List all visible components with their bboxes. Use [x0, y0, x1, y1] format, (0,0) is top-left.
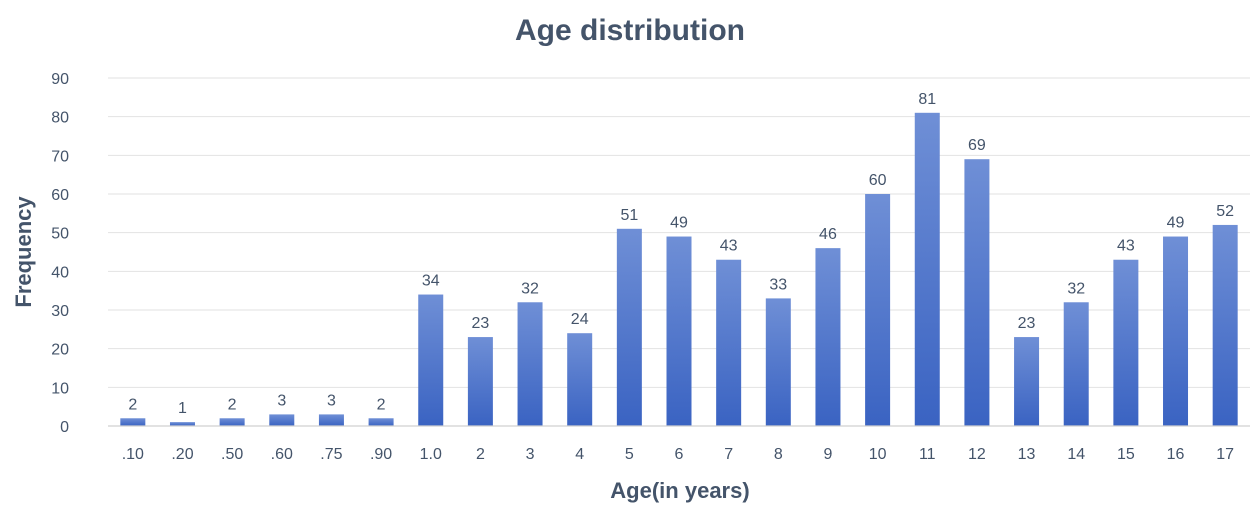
y-tick-label: 0	[60, 419, 69, 436]
bar	[815, 248, 841, 426]
bar	[219, 418, 245, 426]
bar	[318, 414, 344, 426]
y-tick-label: 90	[51, 71, 69, 88]
bar	[865, 194, 891, 426]
data-label: 43	[1117, 238, 1135, 255]
data-label: 34	[422, 273, 440, 290]
data-label: 51	[620, 207, 638, 224]
y-tick-label: 60	[51, 187, 69, 204]
y-axis-ticks: 0 10 20 30 40 50 60 70 80 90	[51, 71, 69, 436]
bar	[467, 337, 493, 426]
data-label: 32	[1067, 280, 1085, 297]
y-tick-label: 80	[51, 110, 69, 127]
bar	[616, 228, 642, 426]
bar	[914, 112, 940, 427]
bar	[765, 298, 791, 426]
chart-title: Age distribution	[515, 14, 745, 47]
bar	[964, 159, 990, 426]
data-label: 52	[1216, 203, 1234, 220]
x-tick-label: .20	[171, 446, 193, 463]
x-tick-label: 10	[869, 446, 887, 463]
x-tick-label: 5	[625, 446, 634, 463]
bar	[517, 302, 543, 426]
bar	[169, 422, 195, 426]
x-tick-label: 7	[724, 446, 733, 463]
bar	[1113, 259, 1139, 426]
x-tick-label: 16	[1167, 446, 1185, 463]
bar	[1163, 236, 1189, 426]
x-tick-label: 11	[919, 446, 936, 463]
y-axis-title: Frequency	[11, 196, 36, 308]
x-tick-label: 1.0	[420, 446, 442, 463]
data-label: 3	[277, 392, 286, 409]
data-label: 32	[521, 280, 539, 297]
x-axis-title: Age(in years)	[610, 478, 749, 503]
x-tick-label: 9	[824, 446, 833, 463]
data-label: 23	[471, 315, 489, 332]
data-label: 33	[769, 276, 787, 293]
x-tick-label: 8	[774, 446, 783, 463]
data-label: 2	[228, 396, 237, 413]
data-label: 81	[918, 91, 936, 108]
y-tick-label: 10	[51, 380, 69, 397]
data-label: 23	[1018, 315, 1036, 332]
bar	[368, 418, 394, 426]
data-label: 60	[869, 172, 887, 189]
x-tick-label: .50	[221, 446, 243, 463]
x-tick-label: 4	[575, 446, 584, 463]
x-tick-label: 2	[476, 446, 485, 463]
bar	[567, 333, 593, 426]
x-axis-ticks: .10 .20 .50 .60 .75 .90 1.0 2 3 4 5 6 7 8 9 10 11 12 13 14 1…	[122, 446, 1234, 463]
data-label: 43	[720, 238, 738, 255]
bar	[1014, 337, 1040, 426]
x-tick-label: 17	[1216, 446, 1234, 463]
x-tick-label: .60	[271, 446, 293, 463]
bar	[716, 259, 742, 426]
bar	[666, 236, 692, 426]
bar	[418, 294, 444, 426]
bar	[269, 414, 295, 426]
data-label: 24	[571, 311, 589, 328]
data-label: 49	[670, 215, 688, 232]
x-tick-label: 14	[1067, 446, 1085, 463]
gridlines	[108, 77, 1250, 388]
bars	[120, 112, 1238, 427]
bar	[120, 418, 146, 426]
y-tick-label: 70	[51, 148, 69, 165]
data-label: 2	[377, 396, 386, 413]
data-label: 49	[1167, 215, 1185, 232]
data-label: 69	[968, 137, 986, 154]
bar	[1212, 224, 1238, 426]
x-tick-label: .10	[122, 446, 144, 463]
x-tick-label: 12	[968, 446, 986, 463]
y-tick-label: 40	[51, 264, 69, 281]
y-tick-label: 20	[51, 342, 69, 359]
x-tick-label: .75	[320, 446, 342, 463]
data-label: 1	[178, 400, 187, 417]
x-tick-label: 15	[1117, 446, 1135, 463]
x-tick-label: 13	[1018, 446, 1036, 463]
data-label: 3	[327, 392, 336, 409]
bar	[1063, 302, 1089, 426]
x-tick-label: .90	[370, 446, 392, 463]
data-label: 2	[128, 396, 137, 413]
x-tick-label: 3	[526, 446, 535, 463]
y-tick-label: 50	[51, 226, 69, 243]
x-tick-label: 6	[675, 446, 684, 463]
y-tick-label: 30	[51, 303, 69, 320]
data-label: 46	[819, 226, 837, 243]
